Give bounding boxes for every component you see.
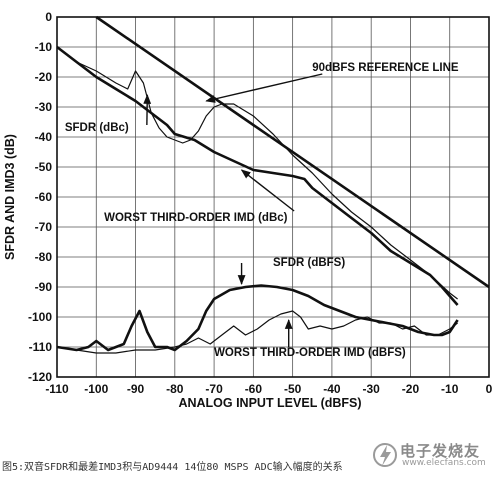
annotation-label: 90dBFS REFERENCE LINE [312,62,459,74]
watermark-text: 电子发烧友 [400,442,481,460]
annotations-group: 90dBFS REFERENCE LINE SFDR (dBc) WORST THI… [65,62,459,359]
y-tick-label: -60 [35,190,53,204]
x-tick-label: -70 [205,382,223,396]
x-tick-label: -20 [402,382,420,396]
y-tick-label: -50 [35,160,53,174]
x-tick-label: -40 [323,382,341,396]
y-tick-label: -20 [35,70,53,84]
y-tick-label: -70 [35,220,53,234]
annotation-label: SFDR (dBc) [65,122,129,134]
figure-caption: 图5:双音SFDR和最差IMD3积与AD9444 14位80 MSPS ADC输… [2,462,343,473]
y-tick-label: -10 [35,40,53,54]
x-tick-label: -80 [166,382,184,396]
y-tick-label: -30 [35,100,53,114]
annotation-label: SFDR (dBFS) [273,257,345,269]
watermark-logo: 电子发烧友 www.elecfans.com [372,438,492,472]
x-tick-label: -30 [363,382,381,396]
y-tick-label: -80 [35,250,53,264]
series-line [56,284,459,352]
plot-frame [56,16,490,378]
watermark-url: www.elecfans.com [402,458,486,468]
series-line [56,45,459,306]
x-tick-label: -110 [45,382,69,396]
x-tick-label: -10 [441,382,459,396]
x-tick-label: -100 [84,382,108,396]
y-tick-label: -110 [29,340,53,354]
annotation-arrow [240,169,295,212]
series-line [56,310,458,354]
series-line [56,46,458,300]
annotation-label: WORST THIRD-ORDER IMD (dBc) [104,212,288,224]
y-tick-label: -90 [35,280,53,294]
axes-group: -110 -100 -90 -80 -70 -60 -50 -40 -30 -20 -10 00-10… [28,10,493,396]
x-axis-label: ANALOG INPUT LEVEL (dBFS) [178,396,361,410]
series-group [56,15,490,354]
y-tick-label: -120 [28,370,52,384]
series-line [95,15,490,289]
x-tick-label: -50 [284,382,302,396]
y-tick-label: 0 [45,10,52,24]
annotation-arrow [205,73,323,103]
x-tick-label: -60 [245,382,263,396]
x-tick-label: -90 [127,382,145,396]
annotation-label: WORST THIRD-ORDER IMD (dBFS) [214,347,406,359]
y-tick-label: -100 [28,310,52,324]
y-tick-label: -40 [35,130,53,144]
x-tick-label: 0 [486,382,493,396]
bolt-icon [373,443,397,467]
y-axis-label: SFDR AND IMD3 (dB) [3,134,17,260]
